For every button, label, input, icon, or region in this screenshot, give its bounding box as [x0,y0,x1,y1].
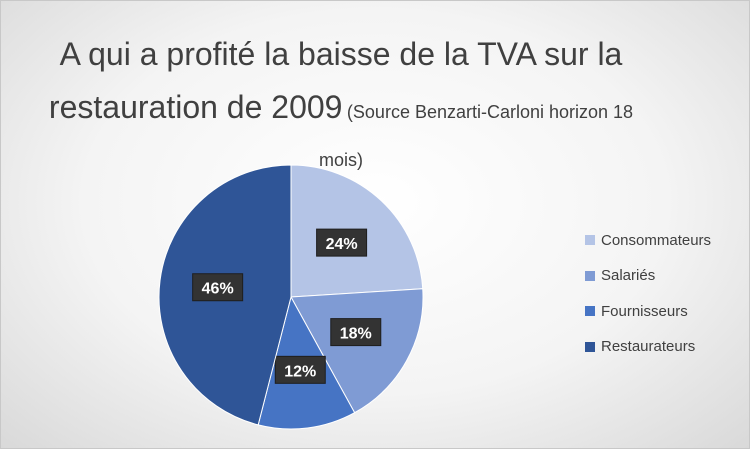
chart-subtitle: (Source Benzarti-Carloni horizon 18 mois… [319,102,634,170]
legend-swatch [585,235,595,245]
legend-item-salaries: Salariés [585,267,711,285]
legend-item-fournisseurs: Fournisseurs [585,302,711,320]
legend-label: Restaurateurs [601,338,696,355]
legend-label: Salariés [601,267,656,284]
legend-label: Consommateurs [601,231,712,249]
data-label-consommateurs: 24% [316,228,368,257]
svg-text:12%: 12% [284,363,316,380]
data-label-fournisseurs: 12% [274,355,326,384]
chart-title: A qui a profité la baisse de la TVA sur … [48,36,623,125]
data-label-restaurateurs: 46% [192,273,244,302]
data-label-salaries: 18% [330,318,382,347]
svg-text:18%: 18% [340,326,372,343]
legend-swatch [585,341,595,352]
legend-swatch [585,270,595,281]
legend-item-restaurateurs: Restaurateurs [585,338,711,356]
legend-label: Fournisseurs [601,302,688,320]
chart-title-block: A qui a profité la baisse de la TVA sur … [31,31,651,185]
legend-item-consommateurs: Consommateurs [585,231,711,249]
pie-slice-salaries [290,288,424,414]
svg-text:24%: 24% [326,236,358,253]
chart-legend: Consommateurs Salariés Fournisseurs Restaur… [585,231,711,373]
svg-text:46%: 46% [202,281,234,298]
legend-swatch [585,306,595,316]
